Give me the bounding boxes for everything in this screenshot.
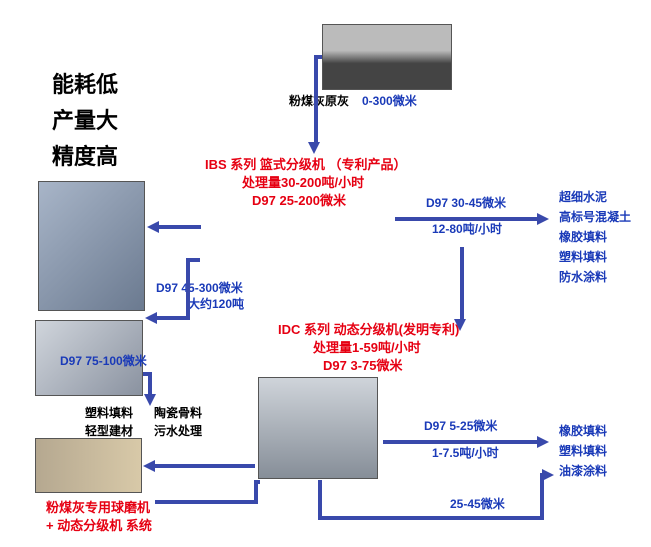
out2-app-1: 塑料填料	[559, 444, 607, 460]
out1-app-1: 高标号混凝土	[559, 210, 631, 226]
ibs-capacity: 处理量30-200吨/小时	[242, 175, 364, 192]
out2-spec: D97 5-25微米	[424, 419, 497, 435]
mid-spec: D97 75-100微米	[60, 354, 147, 370]
out1-app-4: 防水涂料	[559, 270, 607, 286]
out2-app-2: 油漆涂料	[559, 464, 607, 480]
label-raw-coal: 粉煤灰原灰	[289, 94, 349, 110]
heading-energy: 能耗低	[52, 67, 118, 99]
out1-app-2: 橡胶填料	[559, 230, 607, 246]
image-ballmill	[35, 438, 142, 493]
hopper-rate: 大约120吨	[188, 297, 244, 313]
idc-spec: D97 3-75微米	[323, 358, 402, 375]
ibs-spec: D97 25-200微米	[252, 193, 346, 210]
out1-rate: 12-80吨/小时	[432, 222, 502, 238]
heading-precision: 精度高	[52, 139, 118, 171]
image-ibs-classifier	[38, 181, 145, 311]
bottom-spec: 25-45微米	[450, 497, 505, 513]
out2-app-0: 橡胶填料	[559, 424, 607, 440]
spec-raw-coal: 0-300微米	[362, 94, 417, 110]
out1-spec: D97 30-45微米	[426, 196, 506, 212]
ballmill-line2: + 动态分级机 系统	[46, 518, 152, 535]
idc-title: IDC 系列 动态分级机(发明专利)	[278, 322, 459, 339]
out1-app-0: 超细水泥	[559, 190, 607, 206]
apps2-c2b: 污水处理	[154, 424, 202, 440]
ballmill-line1: 粉煤灰专用球磨机	[46, 500, 150, 517]
apps2-c2a: 陶瓷骨料	[154, 406, 202, 422]
image-raw-coal	[322, 24, 452, 90]
heading-capacity: 产量大	[52, 103, 118, 135]
out2-rate: 1-7.5吨/小时	[432, 446, 499, 462]
hopper-spec: D97 45-300微米	[156, 281, 243, 297]
ibs-title: IBS 系列 篮式分级机 （专利产品）	[205, 157, 407, 174]
idc-capacity: 处理量1-59吨/小时	[313, 340, 421, 357]
out1-app-3: 塑料填料	[559, 250, 607, 266]
apps2-c1a: 塑料填料	[85, 406, 133, 422]
image-idc-classifier	[258, 377, 378, 479]
